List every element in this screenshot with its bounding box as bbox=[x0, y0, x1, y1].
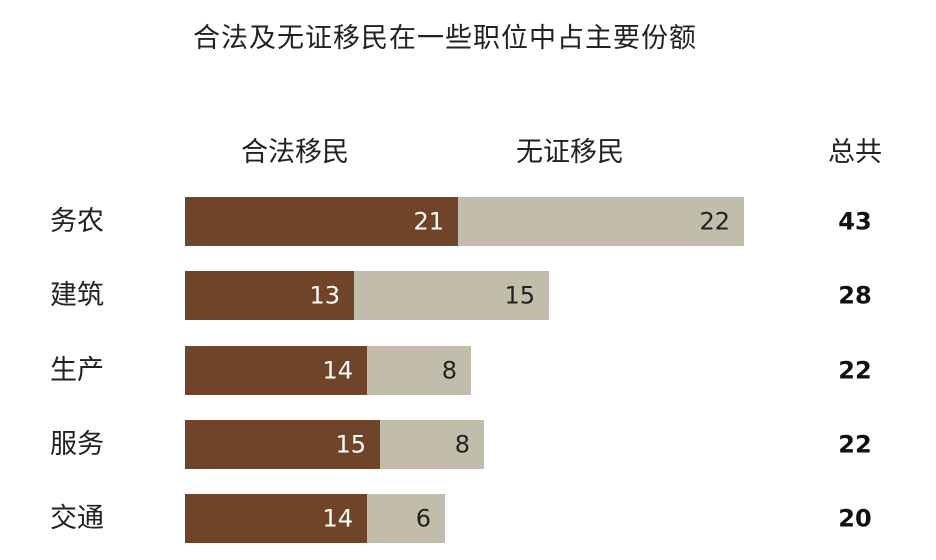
bar-label-undocumented: 8 bbox=[455, 431, 470, 459]
bar-label-legal: 14 bbox=[322, 505, 353, 533]
bar-label-undocumented: 15 bbox=[504, 282, 535, 310]
bar-undocumented bbox=[367, 346, 471, 395]
total-label: 22 bbox=[838, 357, 871, 385]
legend-legal-immigrants: 合法移民 bbox=[241, 137, 349, 168]
total-label: 22 bbox=[838, 431, 871, 459]
bar-label-legal: 13 bbox=[309, 282, 340, 310]
bar-undocumented bbox=[458, 197, 744, 246]
bar-undocumented bbox=[354, 271, 549, 320]
category-label: 务农 bbox=[50, 206, 104, 237]
legend-undocumented-immigrants: 无证移民 bbox=[516, 137, 624, 168]
bar-legal bbox=[185, 346, 367, 395]
bar-label-undocumented: 6 bbox=[416, 505, 431, 533]
bar-legal bbox=[185, 271, 354, 320]
bar-label-legal: 14 bbox=[322, 357, 353, 385]
bar-undocumented bbox=[380, 420, 484, 469]
bar-undocumented bbox=[367, 494, 445, 543]
category-label: 生产 bbox=[50, 355, 104, 386]
bar-label-legal: 15 bbox=[335, 431, 366, 459]
totals-header: 总共 bbox=[828, 137, 882, 168]
bar-legal bbox=[185, 420, 380, 469]
total-label: 28 bbox=[838, 282, 871, 310]
bar-legal bbox=[185, 197, 458, 246]
bar-label-undocumented: 8 bbox=[442, 357, 457, 385]
bar-label-legal: 21 bbox=[413, 208, 444, 236]
category-label: 交通 bbox=[50, 503, 104, 534]
total-label: 20 bbox=[838, 505, 871, 533]
bar-label-undocumented: 22 bbox=[699, 208, 730, 236]
category-label: 服务 bbox=[50, 429, 104, 460]
category-label: 建筑 bbox=[50, 280, 104, 311]
bar-legal bbox=[185, 494, 367, 543]
chart-title: 合法及无证移民在一些职位中占主要份额 bbox=[193, 23, 697, 54]
total-label: 43 bbox=[838, 208, 871, 236]
